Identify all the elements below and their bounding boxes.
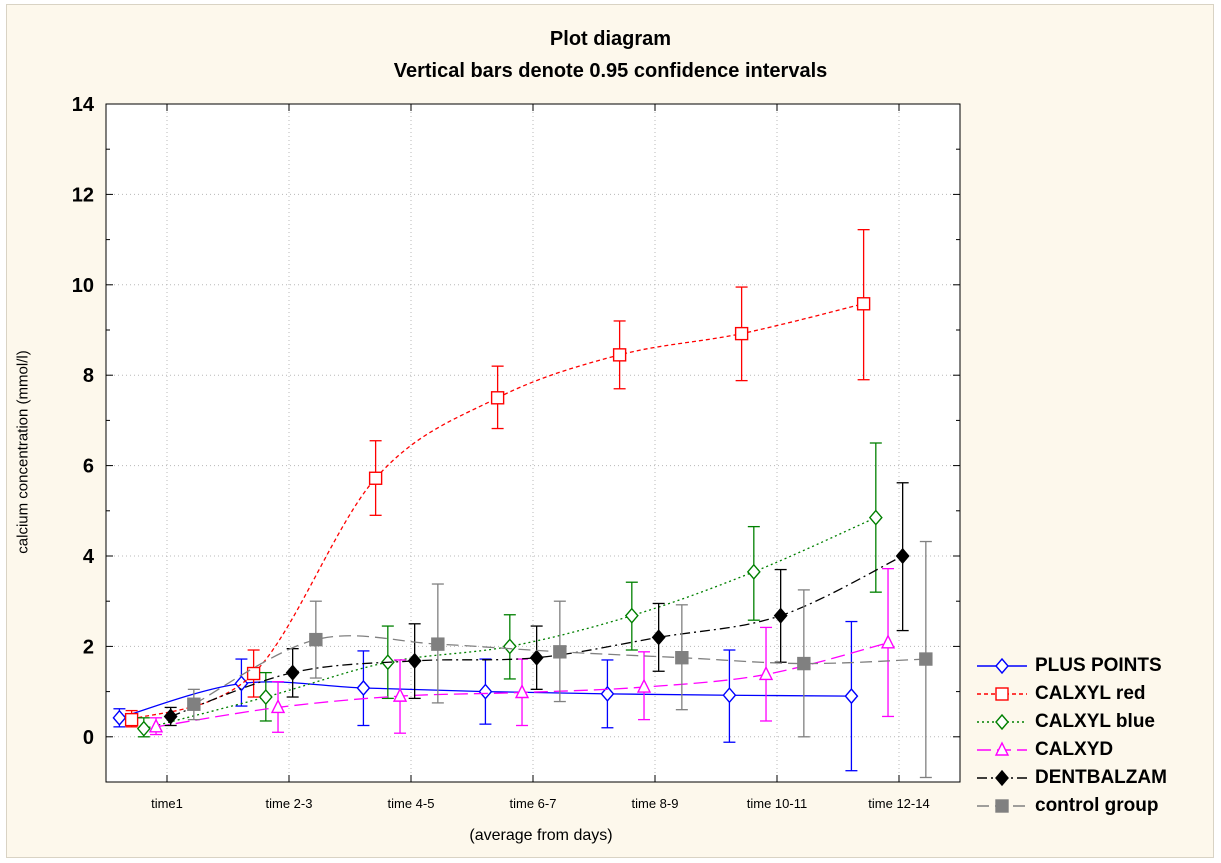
legend-item-control-group: control group: [975, 792, 1215, 820]
data-point: [431, 637, 445, 651]
y-tick-label: 4: [83, 546, 95, 568]
data-point: [529, 649, 544, 666]
legend-marker: [995, 687, 1009, 701]
y-tick-label: 14: [72, 94, 95, 116]
data-point: [356, 679, 371, 697]
data-point: [392, 687, 408, 702]
data-point: [478, 683, 493, 700]
legend-swatch: [977, 799, 1027, 813]
data-point: [502, 638, 517, 655]
data-point: [880, 634, 896, 649]
legend-swatch: [977, 741, 1027, 756]
data-point: [270, 698, 286, 714]
data-point: [773, 607, 788, 624]
y-tick-label: 0: [83, 727, 94, 749]
data-point: [722, 687, 737, 704]
data-point: [187, 697, 201, 711]
x-axis-label: (average from days): [469, 827, 613, 844]
data-point: [868, 509, 883, 526]
x-tick-label: time 8-9: [632, 796, 679, 811]
x-tick-label: time 10-11: [747, 796, 807, 811]
data-point: [758, 665, 774, 681]
data-point: [553, 645, 567, 659]
y-tick-label: 12: [72, 184, 94, 206]
x-tick-label: time1: [151, 796, 183, 811]
data-point: [844, 688, 859, 705]
series-calxyd: [148, 568, 896, 736]
x-tick-label: time 4-5: [388, 796, 435, 811]
data-point: [612, 348, 627, 362]
legend-label: CALXYD: [1035, 739, 1114, 760]
legend-item-calxyd: CALXYD: [975, 736, 1215, 764]
data-point: [407, 652, 422, 669]
data-point: [600, 685, 615, 702]
data-point: [285, 664, 300, 681]
legend-marker: [995, 713, 1009, 731]
data-point: [624, 607, 639, 624]
data-point: [148, 718, 164, 733]
data-point: [856, 297, 871, 311]
data-point: [636, 678, 652, 693]
legend-marker: [994, 741, 1010, 756]
data-point: [124, 712, 139, 727]
legend-marker: [995, 657, 1009, 675]
x-tick-label: time 6-7: [510, 796, 557, 811]
data-point: [514, 683, 530, 699]
series-control-group: [187, 540, 933, 779]
legend-item-plus-points: PLUS POINTS: [975, 652, 1215, 680]
legend-swatch: [977, 713, 1027, 731]
data-point: [163, 708, 178, 725]
series-dentbalzam: [163, 482, 910, 727]
legend: PLUS POINTS CALXYL red CALXYL blue CALXYD DE…: [975, 652, 1215, 820]
legend-item-calxyl-red: CALXYL red: [975, 680, 1215, 708]
series-calxyl-red: [124, 229, 871, 728]
data-point: [258, 688, 273, 706]
data-point: [112, 709, 127, 726]
x-tick-label: time 2-3: [266, 796, 313, 811]
plot-border: [105, 103, 961, 783]
data-point: [675, 651, 689, 665]
chart-subtitle: Vertical bars denote 0.95 confidence int…: [393, 60, 828, 82]
legend-label: control group: [1035, 795, 1159, 816]
data-point: [490, 391, 505, 405]
data-point: [368, 471, 383, 485]
legend-label: CALXYL blue: [1035, 711, 1155, 732]
y-tick-label: 2: [83, 636, 94, 658]
legend-marker: [995, 799, 1009, 813]
data-point: [734, 326, 749, 341]
y-tick-label: 8: [83, 365, 94, 387]
data-point: [895, 547, 910, 565]
data-point: [919, 652, 933, 666]
y-tick-label: 10: [72, 275, 94, 297]
legend-swatch: [977, 687, 1027, 701]
legend-label: PLUS POINTS: [1035, 655, 1162, 676]
legend-label: DENTBALZAM: [1035, 767, 1167, 788]
series-plus-points: [112, 620, 859, 772]
data-point: [797, 656, 811, 671]
legend-item-calxyl-blue: CALXYL blue: [975, 708, 1215, 736]
legend-label: CALXYL red: [1035, 683, 1146, 704]
data-point: [746, 563, 761, 580]
legend-marker: [995, 769, 1009, 787]
legend-swatch: [977, 769, 1027, 787]
data-point: [651, 629, 666, 646]
series-calxyl-blue: [136, 442, 883, 738]
data-point: [136, 720, 151, 737]
legend-swatch: [977, 657, 1027, 675]
legend-item-dentbalzam: DENTBALZAM: [975, 764, 1215, 792]
x-tick-label: time 12-14: [868, 796, 929, 811]
chart-title: Plot diagram: [549, 28, 672, 50]
data-point: [309, 632, 323, 647]
data-point: [246, 666, 261, 681]
y-tick-label: 6: [83, 456, 94, 478]
